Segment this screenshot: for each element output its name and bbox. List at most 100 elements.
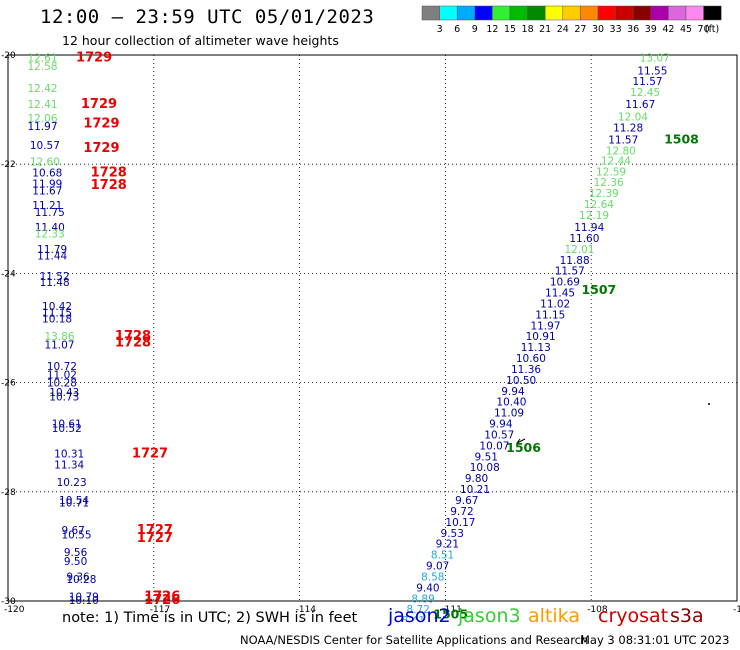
pass-time-label: 1726: [144, 590, 180, 605]
wave-height-value: 10.57: [484, 429, 514, 441]
wave-height-map: -120 -117 -114 -111 -108 -105 -20 -22 -24 -26 -28 -…: [1, 51, 740, 620]
wave-height-value: 11.21: [32, 200, 62, 212]
wave-height-value: 11.13: [521, 342, 551, 354]
wave-height-value: 9.36: [66, 571, 90, 583]
legend-tick-label: 30: [592, 24, 604, 35]
wave-height-value: 11.88: [560, 255, 590, 267]
wave-height-value: 9.94: [501, 386, 525, 398]
satellite-legend-jason3: jason3: [458, 605, 521, 627]
wave-height-color-legend: 3 6 9 12 15 18 21 24 27 30 33 36 39 42 45 70(ft): [421, 5, 722, 35]
wave-height-value: 12.33: [35, 229, 65, 241]
footnote: note: 1) Time is in UTC; 2) SWH is in fe…: [62, 610, 358, 626]
wave-height-value: 9.67: [455, 495, 478, 507]
legend-tick-label: 42: [662, 24, 674, 35]
legend-tick-label: 15: [504, 24, 516, 35]
pass-time-label: 1728: [115, 329, 151, 344]
wave-height-value: 11.97: [530, 320, 560, 332]
longitude-tick-label: -108: [587, 605, 608, 615]
map-frame: [7, 54, 738, 602]
satellite-legend-s3a: s3a: [670, 605, 704, 627]
latitude-tick-label: -28: [1, 488, 16, 498]
page-subtitle: 12 hour collection of altimeter wave hei…: [62, 33, 339, 48]
wave-height-value: 11.02: [540, 298, 570, 310]
wave-height-value: 11.15: [535, 309, 565, 321]
wave-height-value: 9.56: [64, 547, 88, 559]
wave-height-value: 10.68: [32, 167, 62, 179]
wave-height-value: 10.08: [470, 462, 500, 474]
wave-height-value: 11.48: [40, 277, 70, 289]
wave-height-value: 12.80: [606, 146, 636, 158]
wave-height-value: 12.04: [618, 112, 648, 124]
latitude-tick-label: -24: [1, 269, 16, 279]
pass-time-label: 1727: [137, 523, 173, 538]
wave-height-value: 11.94: [574, 222, 604, 234]
legend-tick-label: 6: [454, 24, 460, 35]
wave-height-value: 13.07: [640, 53, 670, 65]
wave-height-value: 11.09: [494, 408, 524, 420]
wave-height-value: 10.57: [30, 140, 60, 152]
wave-height-value: 9.51: [475, 451, 498, 463]
wave-height-value: 10.91: [526, 331, 556, 343]
wave-height-value: 10.07: [479, 440, 509, 452]
longitude-tick-label: -117: [150, 605, 170, 615]
wave-height-value: 10.23: [57, 477, 87, 489]
pass-time-label: 1729: [81, 97, 117, 112]
wave-height-value: 8.72: [407, 604, 430, 616]
wave-height-value: 10.52: [52, 423, 82, 435]
wave-height-value: 9.40: [416, 582, 439, 594]
wave-height-value: 12.61: [27, 53, 57, 65]
wave-height-value: 10.50: [506, 375, 536, 387]
wave-height-value: 10.69: [550, 277, 580, 289]
pass-time-label: 1728: [91, 178, 127, 193]
wave-height-value: 11.44: [37, 250, 67, 262]
longitude-tick-label: -120: [4, 605, 25, 615]
pass-time-label: 1727: [137, 531, 173, 546]
longitude-tick-label: -105: [733, 605, 740, 615]
wave-height-value: 10.54: [59, 495, 89, 507]
latitude-tick-label: -26: [1, 379, 16, 389]
wave-height-value: 12.60: [30, 156, 60, 168]
arrow-icon: [516, 438, 526, 444]
wave-height-value: 9.07: [426, 561, 449, 573]
wave-height-value: 10.18: [42, 314, 72, 326]
wave-height-value: 9.94: [489, 419, 513, 431]
wave-height-value: 10.10: [69, 595, 99, 607]
pass-time-label: 1508: [664, 132, 699, 147]
generated-timestamp: May 3 08:31:01 UTC 2023: [580, 633, 730, 647]
pass-time-label: 1728: [115, 336, 151, 351]
pass-time-label: 1728: [91, 165, 127, 180]
wave-height-value: 10.43: [49, 387, 79, 399]
latitude-tick-label: -30: [1, 597, 16, 607]
legend-tick-label: 18: [522, 24, 534, 35]
longitude-tick-label: -111: [441, 605, 461, 615]
wave-height-value: 12.19: [579, 210, 609, 222]
pass-time-label: 1506: [506, 440, 541, 455]
wave-height-value: 10.42: [42, 301, 72, 313]
wave-height-value: 11.28: [613, 123, 643, 135]
wave-height-value: 12.06: [27, 113, 57, 125]
pass-time-label: 1505: [433, 607, 468, 620]
wave-height-value: 12.36: [594, 177, 624, 189]
legend-tick-label: 3: [437, 24, 443, 35]
wave-height-value: 10.61: [52, 419, 82, 431]
legend-tick-label: 24: [557, 24, 569, 35]
legend-tick-label: 33: [610, 24, 622, 35]
wave-height-value: 10.21: [460, 484, 490, 496]
wave-height-value: 12.64: [584, 199, 614, 211]
wave-height-value: 11.02: [47, 369, 77, 381]
wave-height-value: 11.57: [633, 76, 663, 88]
wave-height-value: 10.55: [61, 529, 91, 541]
source-credit: NOAA/NESDIS Center for Satellite Applica…: [240, 633, 589, 647]
wave-height-value: 9.53: [441, 528, 464, 540]
wave-height-value: 8.51: [431, 550, 454, 562]
latitude-tick-label: -22: [1, 160, 16, 170]
legend-swatch: [703, 5, 722, 21]
wave-height-value: 12.45: [630, 87, 660, 99]
wave-height-value: 10.71: [59, 498, 89, 510]
pass-time-label: 1729: [83, 116, 119, 131]
wave-height-value: 11.34: [54, 460, 84, 472]
satellite-legend-altika: altika: [528, 605, 580, 627]
wave-height-value: 9.50: [64, 556, 87, 568]
wave-height-value: 10.28: [47, 378, 77, 390]
